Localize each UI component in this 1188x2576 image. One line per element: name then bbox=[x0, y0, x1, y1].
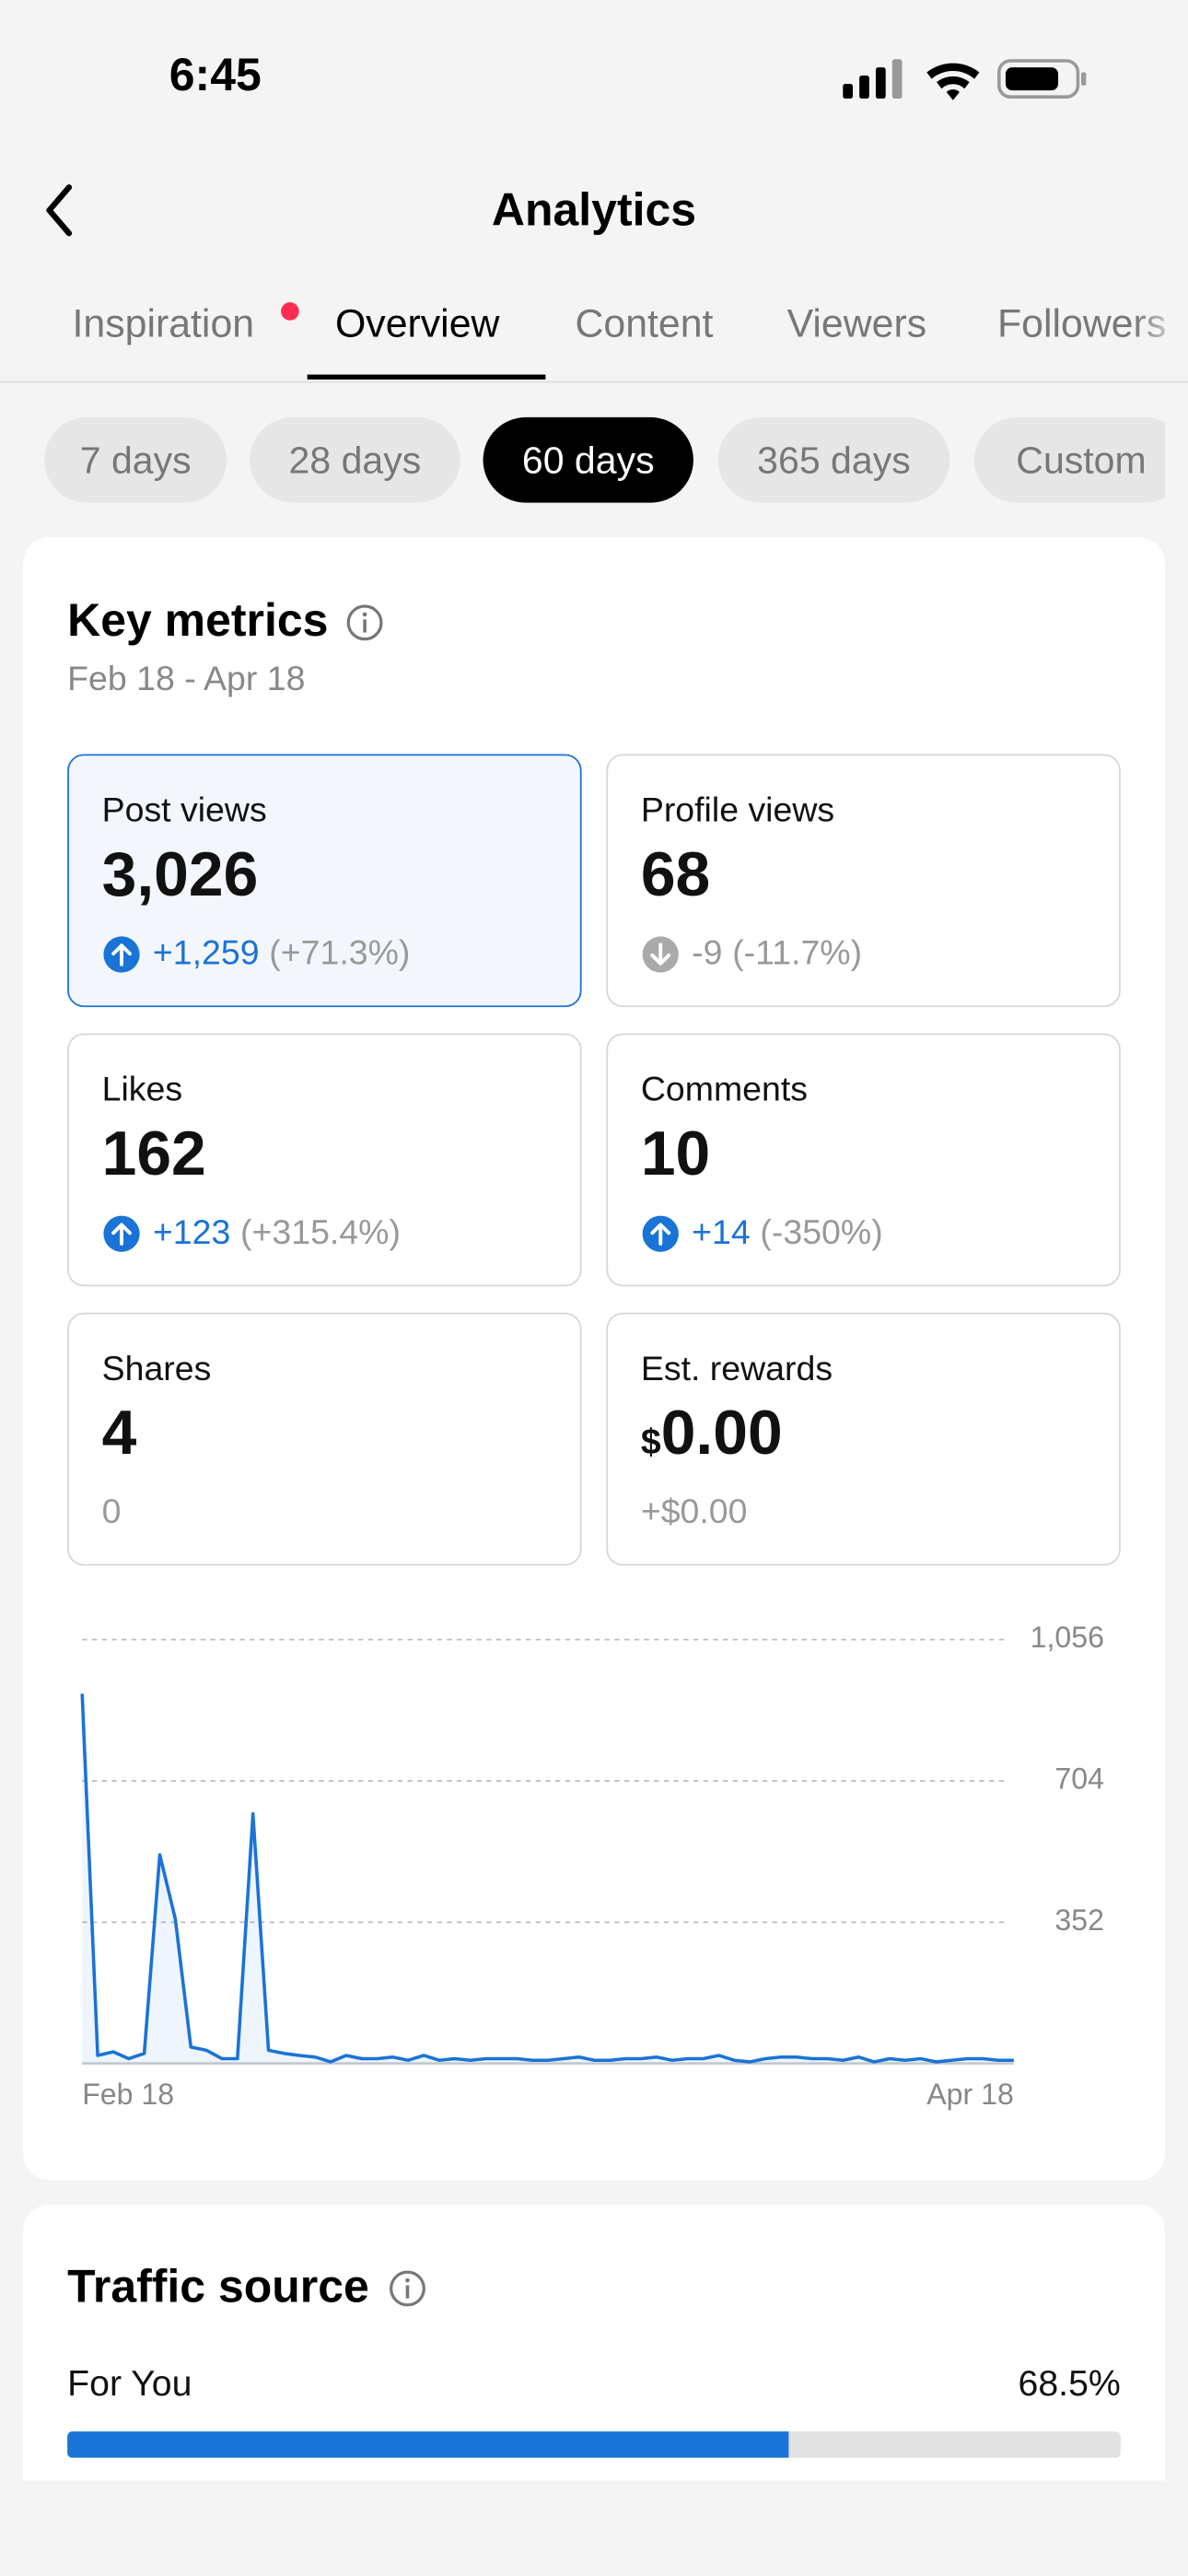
chart: 352 704 1,056 Feb 18 Apr 18 bbox=[80, 1621, 1104, 2111]
time-range-pill[interactable]: Custom bbox=[974, 416, 1188, 503]
pill-edge bbox=[1164, 410, 1188, 509]
traffic-bar bbox=[67, 2431, 789, 2458]
metric-label: Post views bbox=[101, 791, 267, 830]
status-time: 6:45 bbox=[169, 49, 262, 100]
status-icons bbox=[843, 59, 1087, 100]
x-tick-label: Apr 18 bbox=[926, 2078, 1014, 2111]
trend-up-icon bbox=[103, 1215, 140, 1252]
y-tick-label: 352 bbox=[1054, 1903, 1104, 1937]
metric-change-row: -9 (-11.7%) bbox=[692, 935, 862, 975]
metric-change: +14 bbox=[692, 1213, 751, 1252]
metric-change: +1,259 bbox=[152, 934, 260, 973]
tab[interactable]: Viewers bbox=[786, 302, 927, 347]
metric-card[interactable]: Est. rewards $0.00 +$0.00 bbox=[606, 1312, 1121, 1566]
metric-value: 162 bbox=[101, 1120, 206, 1190]
info-icon[interactable] bbox=[388, 2269, 427, 2309]
metric-value-row: 10 bbox=[641, 1120, 710, 1191]
metric-label: Likes bbox=[101, 1071, 183, 1109]
traffic-label: For You bbox=[67, 2362, 192, 2404]
metric-change-row: +123 (+315.4%) bbox=[153, 1214, 401, 1254]
tab-underline bbox=[307, 374, 546, 380]
section-title: Traffic source bbox=[67, 2260, 369, 2312]
divider bbox=[0, 381, 1188, 383]
tab[interactable]: Overview bbox=[334, 302, 500, 347]
metric-change-row: +1,259 (+71.3%) bbox=[153, 935, 410, 975]
time-range-pill[interactable]: 28 days bbox=[250, 416, 460, 503]
metric-change-percent: (+315.4%) bbox=[240, 1213, 401, 1252]
metric-value-row: $0.00 bbox=[641, 1399, 783, 1470]
trend-down-icon bbox=[642, 936, 679, 973]
tab[interactable]: Content bbox=[575, 302, 714, 347]
metric-value: 68 bbox=[640, 840, 711, 910]
metric-label: Comments bbox=[640, 1071, 808, 1109]
metric-change-row: +14 (-350%) bbox=[692, 1214, 883, 1254]
back-button[interactable] bbox=[40, 181, 86, 240]
metric-change-row: +$0.00 bbox=[641, 1493, 748, 1533]
metric-value-row: 162 bbox=[102, 1120, 206, 1191]
page-title: Analytics bbox=[491, 183, 697, 235]
metric-label: Est. rewards bbox=[640, 1350, 833, 1388]
date-range: Feb 18 - Apr 18 bbox=[67, 660, 306, 698]
time-range-pill[interactable]: 7 days bbox=[44, 416, 227, 503]
y-tick-label: 1,056 bbox=[1031, 1621, 1104, 1654]
y-tick-label: 704 bbox=[1054, 1762, 1104, 1795]
metric-change: +123 bbox=[152, 1213, 231, 1252]
metric-value-row: 68 bbox=[641, 841, 710, 912]
section-title: Key metrics bbox=[67, 594, 329, 646]
metric-card[interactable]: Comments 10 +14 (-350%) bbox=[606, 1033, 1121, 1287]
metric-value: 10 bbox=[640, 1120, 711, 1190]
time-range-pill[interactable]: 60 days bbox=[483, 416, 693, 503]
traffic-value: 68.5% bbox=[1018, 2362, 1121, 2404]
line bbox=[80, 1693, 1014, 2064]
metric-change: 0 bbox=[101, 1493, 122, 1531]
metric-change-percent: (+71.3%) bbox=[269, 934, 411, 973]
area-fill bbox=[82, 1693, 1014, 2064]
metric-change: -9 bbox=[692, 934, 723, 973]
metric-value-row: 4 bbox=[102, 1399, 137, 1470]
currency: $ bbox=[640, 1421, 661, 1463]
trend-up-icon bbox=[103, 936, 140, 973]
metric-label: Profile views bbox=[640, 791, 835, 830]
metric-change-row: 0 bbox=[102, 1493, 122, 1533]
metric-value: 4 bbox=[101, 1399, 137, 1469]
info-icon[interactable] bbox=[345, 603, 385, 642]
metric-change-percent: (-11.7%) bbox=[732, 934, 863, 973]
metric-card[interactable]: Likes 162 +123 (+315.4%) bbox=[67, 1033, 582, 1287]
metric-change-percent: (-350%) bbox=[760, 1213, 883, 1252]
x-tick-label: Feb 18 bbox=[82, 2078, 174, 2111]
metric-card[interactable]: Profile views 68 -9 (-11.7%) bbox=[606, 754, 1121, 1008]
metric-value-row: 3,026 bbox=[102, 841, 259, 912]
trend-up-icon bbox=[642, 1215, 679, 1252]
notification-dot bbox=[281, 302, 299, 321]
metric-value: 0.00 bbox=[660, 1399, 783, 1469]
tab-fade bbox=[1134, 287, 1188, 370]
time-range-pill[interactable]: 365 days bbox=[717, 416, 950, 503]
metric-card[interactable]: Post views 3,026 +1,259 (+71.3%) bbox=[67, 754, 582, 1008]
metric-change: +$0.00 bbox=[640, 1493, 748, 1531]
tab[interactable]: Inspiration bbox=[72, 302, 255, 347]
metric-value: 3,026 bbox=[101, 840, 259, 910]
metric-card[interactable]: Shares 4 0 bbox=[67, 1312, 582, 1566]
metric-label: Shares bbox=[101, 1350, 212, 1388]
